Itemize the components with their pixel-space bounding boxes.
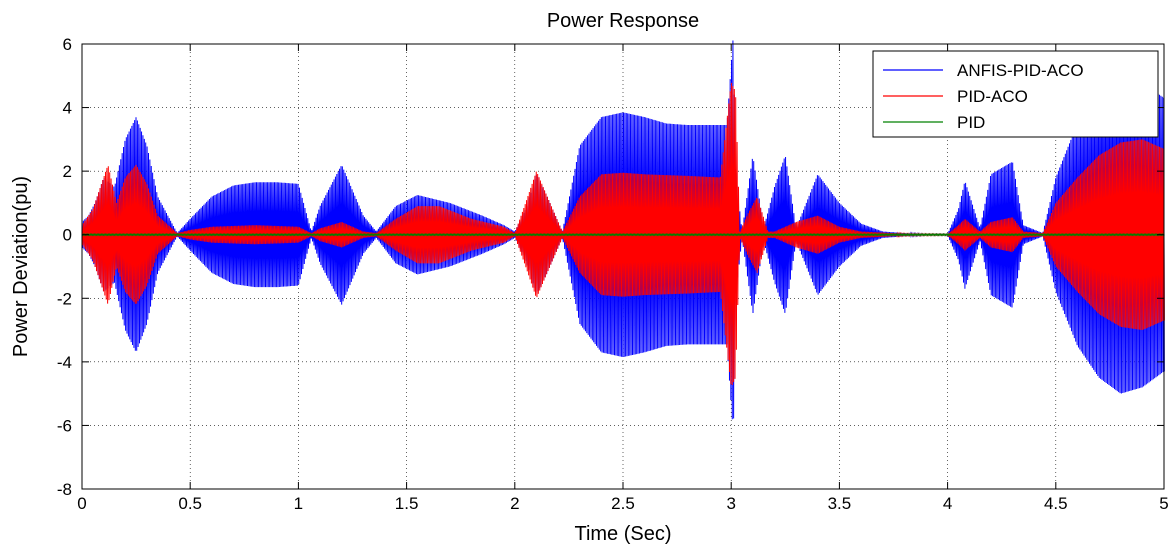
x-axis-label: Time (Sec) <box>574 523 671 545</box>
y-tick-label: -2 <box>57 289 72 308</box>
x-tick-label: 5 <box>1159 494 1168 513</box>
x-tick-label: 4.5 <box>1044 494 1068 513</box>
axis-ticks: 0 0.5 1 1.5 2 2.5 3 3.5 4 4.5 5 -8 -6 -4 -2 0 2 4 6 <box>57 35 1169 513</box>
y-tick-label: 0 <box>63 226 72 245</box>
chart-legend: ANFIS-PID-ACO PID-ACO PID <box>872 50 1159 138</box>
y-tick-label: 2 <box>63 162 72 181</box>
x-tick-label: 1.5 <box>395 494 419 513</box>
y-tick-label: -8 <box>57 480 72 499</box>
series-line-2 <box>81 233 1165 237</box>
x-tick-label: 2 <box>510 494 519 513</box>
x-tick-label: 4 <box>943 494 952 513</box>
x-tick-label: 1 <box>294 494 303 513</box>
x-tick-label: 3 <box>726 494 735 513</box>
y-axis-label: Power Deviation(pu) <box>10 176 32 357</box>
x-tick-label: 0.5 <box>178 494 202 513</box>
legend-label: PID <box>957 113 985 132</box>
y-tick-label: -6 <box>57 416 72 435</box>
legend-label: PID-ACO <box>957 87 1028 106</box>
legend-label: ANFIS-PID-ACO <box>957 61 1084 80</box>
x-tick-label: 3.5 <box>828 494 852 513</box>
series-lines <box>81 40 1165 420</box>
y-tick-label: -4 <box>57 353 72 372</box>
y-tick-label: 6 <box>63 35 72 54</box>
x-tick-label: 2.5 <box>611 494 635 513</box>
y-tick-label: 4 <box>63 99 72 118</box>
legend-box <box>872 50 1159 138</box>
chart-title: Power Response <box>547 10 699 32</box>
x-tick-label: 0 <box>77 494 86 513</box>
